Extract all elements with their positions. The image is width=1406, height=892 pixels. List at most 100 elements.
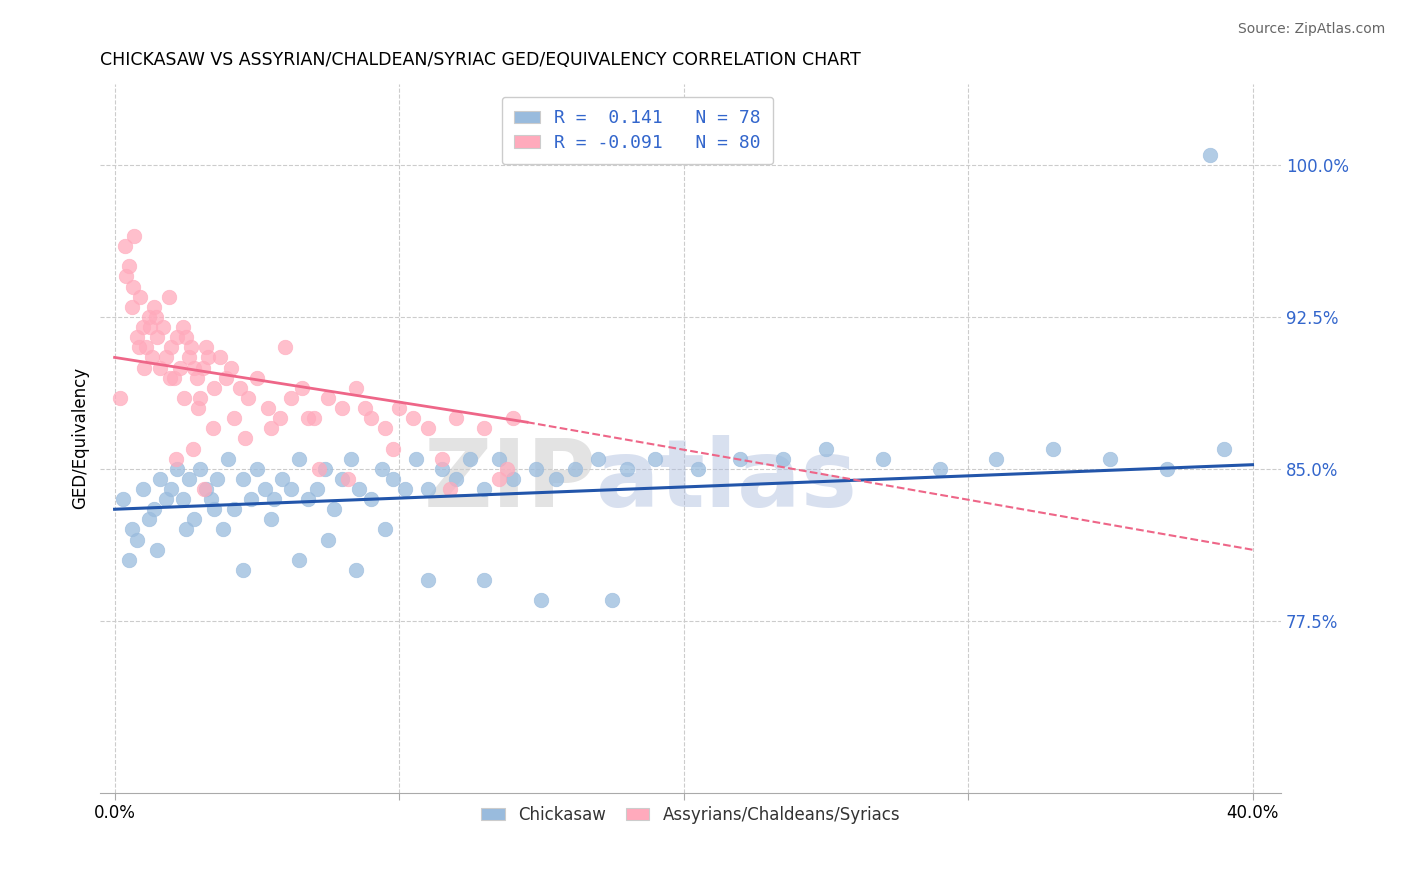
Point (122, 279, 145, 293)
Point (1198, 148, 1220, 162)
Point (183, 512, 205, 526)
Point (193, 482, 215, 496)
Point (254, 482, 277, 496)
Point (257, 401, 280, 415)
Point (112, 492, 135, 507)
Point (246, 370, 269, 384)
Point (336, 472, 359, 486)
Point (191, 360, 214, 375)
Point (1042, 442, 1064, 456)
Point (344, 381, 367, 395)
Point (263, 492, 285, 507)
Point (214, 370, 236, 384)
Point (280, 391, 302, 405)
Point (316, 533, 339, 547)
Point (118, 553, 141, 567)
Text: Source: ZipAtlas.com: Source: ZipAtlas.com (1237, 22, 1385, 37)
Point (439, 482, 461, 496)
Point (330, 472, 353, 486)
Point (177, 472, 200, 486)
Point (222, 502, 245, 516)
Point (146, 330, 169, 344)
Point (269, 411, 291, 425)
Point (143, 502, 166, 516)
Point (444, 472, 467, 486)
Text: ZIP: ZIP (423, 435, 596, 527)
Point (183, 360, 205, 375)
Point (222, 411, 245, 425)
Point (502, 411, 524, 425)
Point (644, 451, 666, 466)
Point (173, 391, 195, 405)
Point (360, 411, 382, 425)
Point (488, 472, 510, 486)
Point (208, 351, 231, 365)
Point (314, 462, 336, 476)
Point (872, 451, 894, 466)
Point (181, 442, 204, 456)
Point (371, 462, 394, 476)
Point (143, 300, 166, 314)
Text: CHICKASAW VS ASSYRIAN/CHALDEAN/SYRIAC GED/EQUIVALENCY CORRELATION CHART: CHICKASAW VS ASSYRIAN/CHALDEAN/SYRIAC GE… (100, 51, 860, 69)
Point (174, 330, 197, 344)
Point (138, 512, 160, 526)
Point (1213, 442, 1236, 456)
Point (444, 411, 467, 425)
Point (347, 482, 370, 496)
Point (394, 482, 416, 496)
Point (188, 462, 211, 476)
Point (474, 421, 496, 435)
Point (772, 451, 794, 466)
Point (155, 492, 177, 507)
Point (146, 542, 169, 557)
Point (238, 391, 260, 405)
Point (382, 442, 405, 456)
Point (166, 330, 188, 344)
Point (134, 360, 156, 375)
Point (180, 340, 202, 354)
Point (374, 523, 396, 537)
Point (354, 401, 377, 415)
Point (344, 563, 367, 577)
Point (416, 573, 439, 587)
Point (186, 370, 208, 384)
Text: atlas: atlas (596, 435, 858, 527)
Point (217, 451, 239, 466)
Point (297, 411, 319, 425)
Point (172, 320, 194, 334)
Point (197, 351, 219, 365)
Point (388, 401, 411, 415)
Point (416, 421, 439, 435)
Point (149, 472, 172, 486)
Point (219, 360, 242, 375)
Point (205, 472, 228, 486)
Point (132, 482, 155, 496)
Point (174, 523, 197, 537)
Point (188, 391, 211, 405)
Point (157, 290, 180, 304)
Point (141, 351, 163, 365)
Point (260, 512, 283, 526)
Point (201, 421, 224, 435)
Point (474, 482, 496, 496)
Point (302, 411, 325, 425)
Point (288, 451, 311, 466)
Point (586, 451, 609, 466)
Point (135, 340, 157, 354)
Point (235, 431, 257, 445)
Point (308, 462, 330, 476)
Point (474, 573, 496, 587)
Point (194, 482, 217, 496)
Point (402, 411, 425, 425)
Point (246, 462, 269, 476)
Point (145, 310, 167, 324)
Point (814, 442, 837, 456)
Point (686, 462, 709, 476)
Point (187, 401, 209, 415)
Point (115, 269, 138, 284)
Point (316, 391, 339, 405)
Point (159, 370, 181, 384)
Point (110, 391, 132, 405)
Point (127, 533, 149, 547)
Point (524, 462, 547, 476)
